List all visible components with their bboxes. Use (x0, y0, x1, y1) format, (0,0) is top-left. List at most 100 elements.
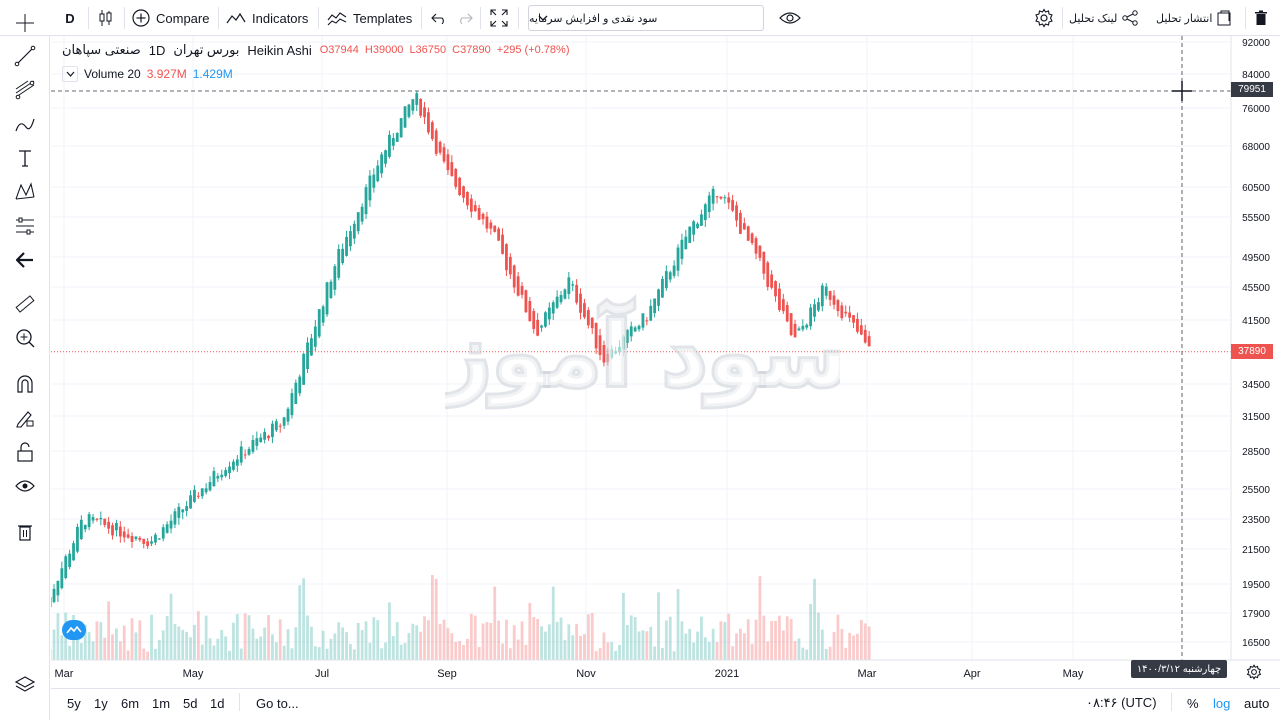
unlock-button[interactable] (10, 437, 40, 467)
candle-body (536, 319, 540, 336)
legend-exchange: بورس تهران (173, 42, 240, 57)
candle-body (118, 526, 122, 537)
candle-body (544, 312, 547, 327)
volume-bar (99, 622, 103, 660)
candle-body (161, 527, 165, 539)
chart-pane[interactable]: 92000 84000 76000 68000 60500 55500 49500 45500… (51, 36, 1280, 680)
volume-bar (52, 629, 56, 660)
legend-symbol[interactable]: صنعتی سپاهان (62, 42, 141, 57)
volume-bar (200, 644, 204, 660)
compare-button[interactable]: Compare (132, 0, 209, 36)
layers-button[interactable] (10, 669, 40, 699)
auto-scale-button[interactable]: auto (1244, 695, 1270, 711)
price-tick-label: 17900 (1242, 609, 1270, 620)
volume-bar (419, 631, 423, 660)
fib-tool-button[interactable] (10, 75, 40, 105)
volume-bar (349, 643, 352, 660)
axis-settings-button[interactable] (1246, 664, 1262, 685)
candle-body (391, 138, 395, 146)
volume-bar (368, 642, 372, 660)
volume-bar (430, 575, 434, 660)
redo-icon (460, 13, 473, 24)
interval-button[interactable]: D (65, 10, 75, 26)
bottom-toolbar: 5y 1y 6m 1m 5d 1d Go to... ۰۸:۴۶ (UTC) %… (51, 688, 1280, 720)
publish-button[interactable]: انتشار تحلیل (1156, 0, 1232, 36)
volume-bar (668, 616, 672, 660)
toolbar-divider (318, 7, 319, 29)
range-6m-button[interactable]: 6m (121, 695, 140, 711)
undo-button[interactable] (431, 0, 447, 36)
remove-drawings-button[interactable] (10, 517, 40, 547)
price-tick-label: 28500 (1242, 447, 1270, 458)
percent-scale-button[interactable]: % (1187, 695, 1199, 711)
candle-body (282, 417, 286, 426)
range-5d-button[interactable]: 5d (183, 695, 198, 711)
fullscreen-button[interactable] (490, 0, 508, 36)
candle-body (797, 328, 801, 331)
indicators-button[interactable]: Indicators (226, 0, 308, 36)
brand-logo[interactable] (62, 620, 86, 640)
candle-body (239, 446, 243, 463)
undo-icon (431, 13, 444, 24)
candle-body (739, 212, 742, 234)
settings-button[interactable] (1034, 0, 1054, 36)
visibility-button[interactable] (10, 471, 40, 501)
candle-body (505, 244, 508, 271)
candle-body (204, 488, 208, 493)
eye-button[interactable] (779, 0, 801, 36)
log-scale-button[interactable]: log (1213, 695, 1231, 711)
volume-bar (832, 632, 836, 660)
candle-body (820, 285, 824, 307)
price-tick-label: 76000 (1242, 104, 1270, 115)
back-button[interactable] (10, 245, 40, 275)
measure-tool-button[interactable] (10, 289, 40, 319)
redo-button[interactable] (457, 0, 473, 36)
range-1y-button[interactable]: 1y (94, 695, 108, 711)
compare-label: Compare (156, 10, 210, 26)
range-5y-button[interactable]: 5y (67, 695, 81, 711)
toolbar-divider (1171, 693, 1172, 711)
analysis-select[interactable]: سود نقدی و افزایش سرمایه (528, 5, 764, 31)
clock-label[interactable]: ۰۸:۴۶ (UTC) (1086, 695, 1157, 710)
prediction-tool-button[interactable] (10, 211, 40, 241)
candle-body (493, 225, 497, 232)
candle-body (255, 438, 259, 446)
candle-body (267, 435, 270, 439)
candle-body (352, 223, 356, 239)
range-1m-button[interactable]: 1m (152, 695, 171, 711)
candles-icon[interactable] (98, 0, 116, 36)
volume-bar (516, 639, 520, 660)
candle-body (368, 175, 372, 201)
range-1d-button[interactable]: 1d (210, 695, 225, 711)
volume-bar (154, 648, 157, 660)
candle-body (286, 408, 290, 422)
chart-canvas[interactable]: 92000 84000 76000 68000 60500 55500 49500 45500… (51, 36, 1280, 688)
cloud-logo-icon (66, 625, 82, 634)
text-tool-button[interactable] (10, 143, 40, 173)
trendline-tool-button[interactable] (10, 41, 40, 71)
goto-button[interactable]: Go to... (256, 695, 299, 711)
candle-body (664, 271, 668, 289)
magnet-tool-button[interactable] (10, 369, 40, 399)
pattern-tool-button[interactable] (10, 177, 40, 207)
volume-bar (836, 614, 840, 660)
candle-body (735, 205, 738, 221)
time-axis: Mar May Jul Sep Nov 2021 Mar Apr May (51, 659, 1280, 680)
zoom-tool-button[interactable] (10, 323, 40, 353)
volume-bar (111, 634, 114, 660)
delete-button[interactable] (1254, 0, 1268, 36)
time-tick-label: Sep (437, 668, 457, 680)
crosshair-tool-button[interactable] (10, 8, 40, 38)
brush-tool-button[interactable] (10, 109, 40, 139)
candle-body (781, 299, 785, 312)
volume-bar (380, 648, 384, 660)
link-button[interactable]: لینک تحلیل (1069, 0, 1139, 36)
candle-body (469, 198, 473, 212)
candle-body (731, 200, 735, 211)
templates-button[interactable]: Templates (327, 0, 412, 36)
volume-bar (820, 629, 824, 660)
candle-body (793, 323, 797, 338)
candle-body (540, 325, 543, 328)
lock-draw-button[interactable] (10, 403, 40, 433)
collapse-legend-button[interactable] (62, 66, 78, 82)
